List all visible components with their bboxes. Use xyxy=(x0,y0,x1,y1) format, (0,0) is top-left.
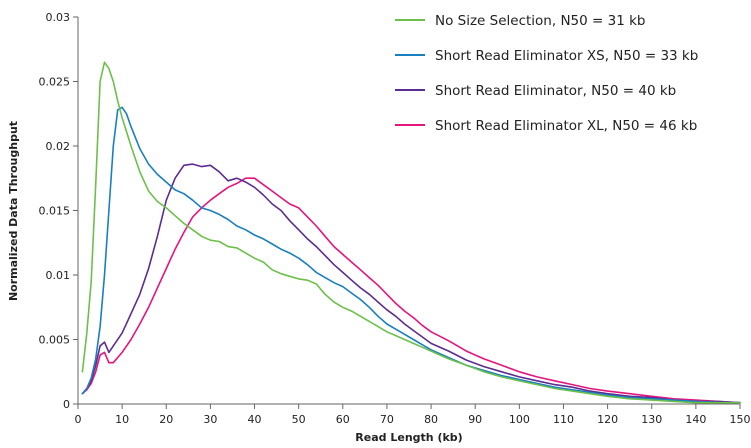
y-tick-label: 0 xyxy=(63,398,70,411)
x-tick-label: 100 xyxy=(509,413,530,426)
x-tick-label: 70 xyxy=(380,413,394,426)
series-line xyxy=(81,106,741,404)
x-tick-label: 40 xyxy=(248,413,262,426)
x-tick-label: 0 xyxy=(75,413,82,426)
x-tick-label: 60 xyxy=(336,413,350,426)
x-axis-title: Read Length (kb) xyxy=(355,431,462,444)
x-tick-label: 150 xyxy=(730,413,751,426)
x-tick-label: 20 xyxy=(159,413,173,426)
series-line xyxy=(81,177,741,404)
x-tick-label: 10 xyxy=(115,413,129,426)
legend-label: Short Read Eliminator XL, N50 = 46 kb xyxy=(435,118,697,134)
series-line xyxy=(81,163,741,404)
x-tick-label: 140 xyxy=(685,413,706,426)
legend-label: No Size Selection, N50 = 31 kb xyxy=(435,13,645,29)
x-tick-label: 80 xyxy=(424,413,438,426)
y-tick-label: 0.025 xyxy=(39,76,71,89)
x-tick-label: 130 xyxy=(641,413,662,426)
x-tick-label: 90 xyxy=(468,413,482,426)
x-axis-ticks: 0 10 20 30 40 50 60 70 80 90 100 110 120 130 140 150 xyxy=(75,404,751,426)
legend-label: Short Read Eliminator XS, N50 = 33 kb xyxy=(435,48,698,64)
x-tick-label: 50 xyxy=(292,413,306,426)
legend: No Size Selection, N50 = 31 kb Short Read… xyxy=(395,13,698,134)
legend-label: Short Read Eliminator, N50 = 40 kb xyxy=(435,83,676,99)
y-tick-label: 0.005 xyxy=(39,334,71,347)
y-axis-ticks: 0 0.005 0.01 0.015 0.02 0.025 0.03 xyxy=(39,11,78,411)
x-tick-label: 120 xyxy=(597,413,618,426)
x-tick-label: 110 xyxy=(553,413,574,426)
y-tick-label: 0.02 xyxy=(46,140,71,153)
y-tick-label: 0.01 xyxy=(46,269,71,282)
y-axis-title: Normalized Data Throughput xyxy=(7,121,20,301)
series-line xyxy=(81,61,741,404)
y-tick-label: 0.03 xyxy=(46,11,71,24)
y-tick-label: 0.015 xyxy=(39,205,71,218)
x-tick-label: 30 xyxy=(203,413,217,426)
plot-area xyxy=(81,61,741,404)
